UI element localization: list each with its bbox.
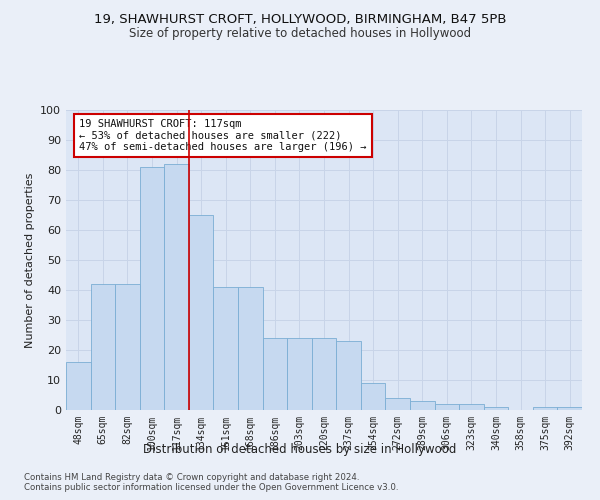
Text: Distribution of detached houses by size in Hollywood: Distribution of detached houses by size … (143, 442, 457, 456)
Bar (312, 338, 336, 410)
Bar (214, 287, 238, 410)
Bar (287, 338, 312, 410)
Bar (533, 407, 557, 410)
Bar (263, 338, 287, 410)
Bar (410, 401, 434, 410)
Bar (91, 284, 115, 410)
Text: Contains public sector information licensed under the Open Government Licence v3: Contains public sector information licen… (24, 482, 398, 492)
Text: Contains HM Land Registry data © Crown copyright and database right 2024.: Contains HM Land Registry data © Crown c… (24, 472, 359, 482)
Bar (336, 341, 361, 410)
Bar (189, 215, 214, 410)
Bar (385, 398, 410, 410)
Bar (484, 407, 508, 410)
Text: 19 SHAWHURST CROFT: 117sqm
← 53% of detached houses are smaller (222)
47% of sem: 19 SHAWHURST CROFT: 117sqm ← 53% of deta… (79, 119, 367, 152)
Y-axis label: Number of detached properties: Number of detached properties (25, 172, 35, 348)
Bar (164, 164, 189, 410)
Text: Size of property relative to detached houses in Hollywood: Size of property relative to detached ho… (129, 28, 471, 40)
Bar (459, 404, 484, 410)
Bar (238, 287, 263, 410)
Text: 19, SHAWHURST CROFT, HOLLYWOOD, BIRMINGHAM, B47 5PB: 19, SHAWHURST CROFT, HOLLYWOOD, BIRMINGH… (94, 12, 506, 26)
Bar (66, 362, 91, 410)
Bar (115, 284, 140, 410)
Bar (361, 383, 385, 410)
Bar (557, 407, 582, 410)
Bar (434, 404, 459, 410)
Bar (140, 167, 164, 410)
